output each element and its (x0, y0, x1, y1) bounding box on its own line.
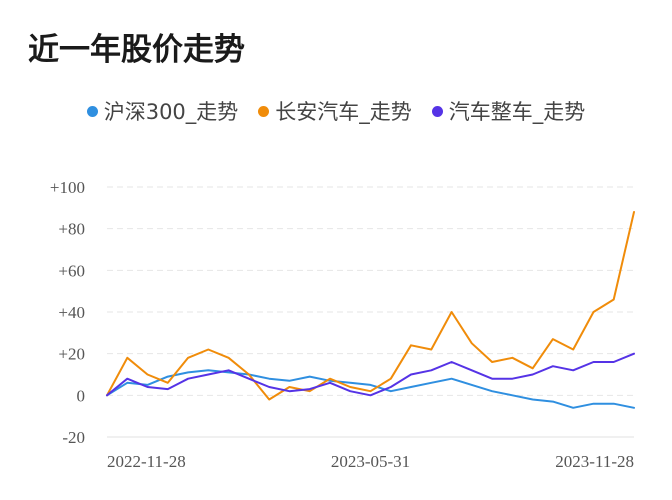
legend-marker-csi300 (86, 105, 98, 117)
x-tick-label: 2023-11-28 (555, 452, 634, 471)
legend-marker-vehicle-sector (431, 105, 443, 117)
y-tick-label: +60 (58, 261, 85, 280)
y-tick-label: +40 (58, 303, 85, 322)
y-tick-label: +100 (50, 178, 85, 197)
x-tick-label: 2022-11-28 (107, 452, 186, 471)
chart-title: 近一年股价走势 (28, 32, 245, 68)
grid-lines (107, 186, 634, 438)
legend-marker-changan (258, 105, 270, 117)
legend-label-csi300: 沪深300_走势 (103, 100, 239, 124)
y-tick-label: +20 (58, 345, 85, 364)
y-tick-label: 0 (77, 386, 86, 405)
plot-lines (106, 211, 635, 409)
legend-item-csi300[interactable]: 沪深300_走势 (86, 96, 239, 126)
y-tick-label: -20 (62, 428, 85, 447)
x-tick-label: 2023-05-31 (331, 452, 410, 471)
chart-legend: 沪深300_走势 长安汽车_走势 汽车整车_走势 (0, 96, 672, 126)
series-line-csi300 (106, 369, 635, 409)
legend-label-changan: 长安汽车_走势 (275, 100, 412, 124)
y-axis: +100 +80 +60 +40 +20 0 -20 (50, 178, 85, 447)
y-tick-label: +80 (58, 220, 85, 239)
x-axis: 2022-11-28 2023-05-31 2023-11-28 (107, 436, 634, 471)
legend-item-vehicle-sector[interactable]: 汽车整车_走势 (431, 96, 586, 126)
series-line-vehicle-sector (106, 352, 635, 397)
series-line-changan (106, 211, 635, 401)
legend-item-changan[interactable]: 长安汽车_走势 (258, 96, 412, 126)
legend-label-vehicle-sector: 汽车整车_走势 (448, 100, 586, 124)
